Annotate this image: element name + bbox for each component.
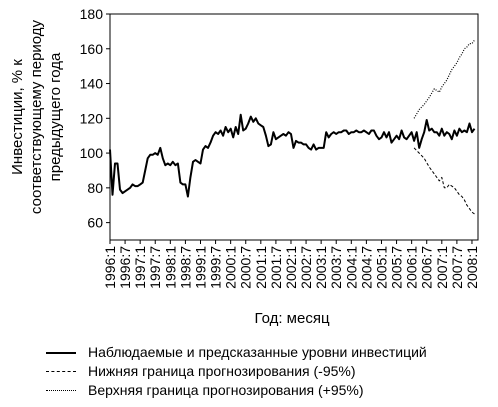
- y-tick-label: 160: [80, 41, 104, 57]
- legend-label: Нижняя граница прогнозирования (-95%): [88, 363, 356, 379]
- x-tick-label: 2001:1: [253, 246, 269, 289]
- y-tick-label: 60: [87, 215, 103, 231]
- x-tick-label: 1996:1: [102, 246, 118, 289]
- x-tick-label: 2001:7: [268, 246, 284, 289]
- x-tick-label: 2004:7: [358, 246, 374, 289]
- x-tick-label: 1998:1: [162, 246, 178, 289]
- y-tick-label: 140: [80, 76, 104, 92]
- y-axis-title-line: соответствующему периоду: [28, 19, 45, 214]
- y-axis-title-line: Инвестиции, % к: [9, 59, 26, 175]
- x-tick-label: 2005:1: [373, 246, 389, 289]
- x-tick-label: 2006:7: [419, 246, 435, 289]
- series-line-dotted: [413, 39, 475, 119]
- plot-frame: [109, 13, 479, 241]
- y-axis-title-line: предыдущего года: [47, 52, 64, 181]
- x-tick-label: 2003:1: [313, 246, 329, 289]
- x-tick-label: 1997:1: [132, 246, 148, 289]
- series-line-dashed: [413, 147, 475, 215]
- x-tick-label: 1999:7: [208, 246, 224, 289]
- legend-swatch-solid: [46, 352, 76, 354]
- x-tick-label: 1996:7: [117, 246, 133, 289]
- x-tick-label: 2002:1: [283, 246, 299, 289]
- x-tick-label: 2000:7: [238, 246, 254, 289]
- y-tick-label: 80: [87, 180, 103, 196]
- x-tick-label: 2000:1: [223, 246, 239, 289]
- legend-label: Верхняя граница прогнозирования (+95%): [88, 382, 364, 398]
- x-tick-label: 2002:7: [298, 246, 314, 289]
- legend-swatch-dashed: [46, 371, 76, 372]
- x-tick-label: 2007:7: [449, 246, 465, 289]
- x-axis-title: Год: месяц: [254, 310, 329, 327]
- x-tick-label: 2005:7: [389, 246, 405, 289]
- y-tick-label: 120: [80, 110, 104, 126]
- x-tick-label: 1997:7: [147, 246, 163, 289]
- y-tick-label: 180: [80, 6, 104, 22]
- x-tick-label: 2007:1: [434, 246, 450, 289]
- x-tick-label: 1998:7: [177, 246, 193, 289]
- x-tick-label: 2008:1: [464, 246, 480, 289]
- legend-label: Наблюдаемые и предсказанные уровни инвес…: [88, 344, 427, 360]
- x-tick-label: 1999:1: [192, 246, 208, 289]
- x-tick-label: 2003:7: [328, 246, 344, 289]
- x-tick-label: 2006:1: [404, 246, 420, 289]
- legend-swatch-dotted: [46, 390, 76, 391]
- y-axis-title: Инвестиции, % к соответствующему периоду п…: [9, 19, 64, 214]
- series-line-solid: [109, 113, 476, 198]
- x-tick-label: 2004:1: [343, 246, 359, 289]
- y-tick-label: 100: [80, 145, 104, 161]
